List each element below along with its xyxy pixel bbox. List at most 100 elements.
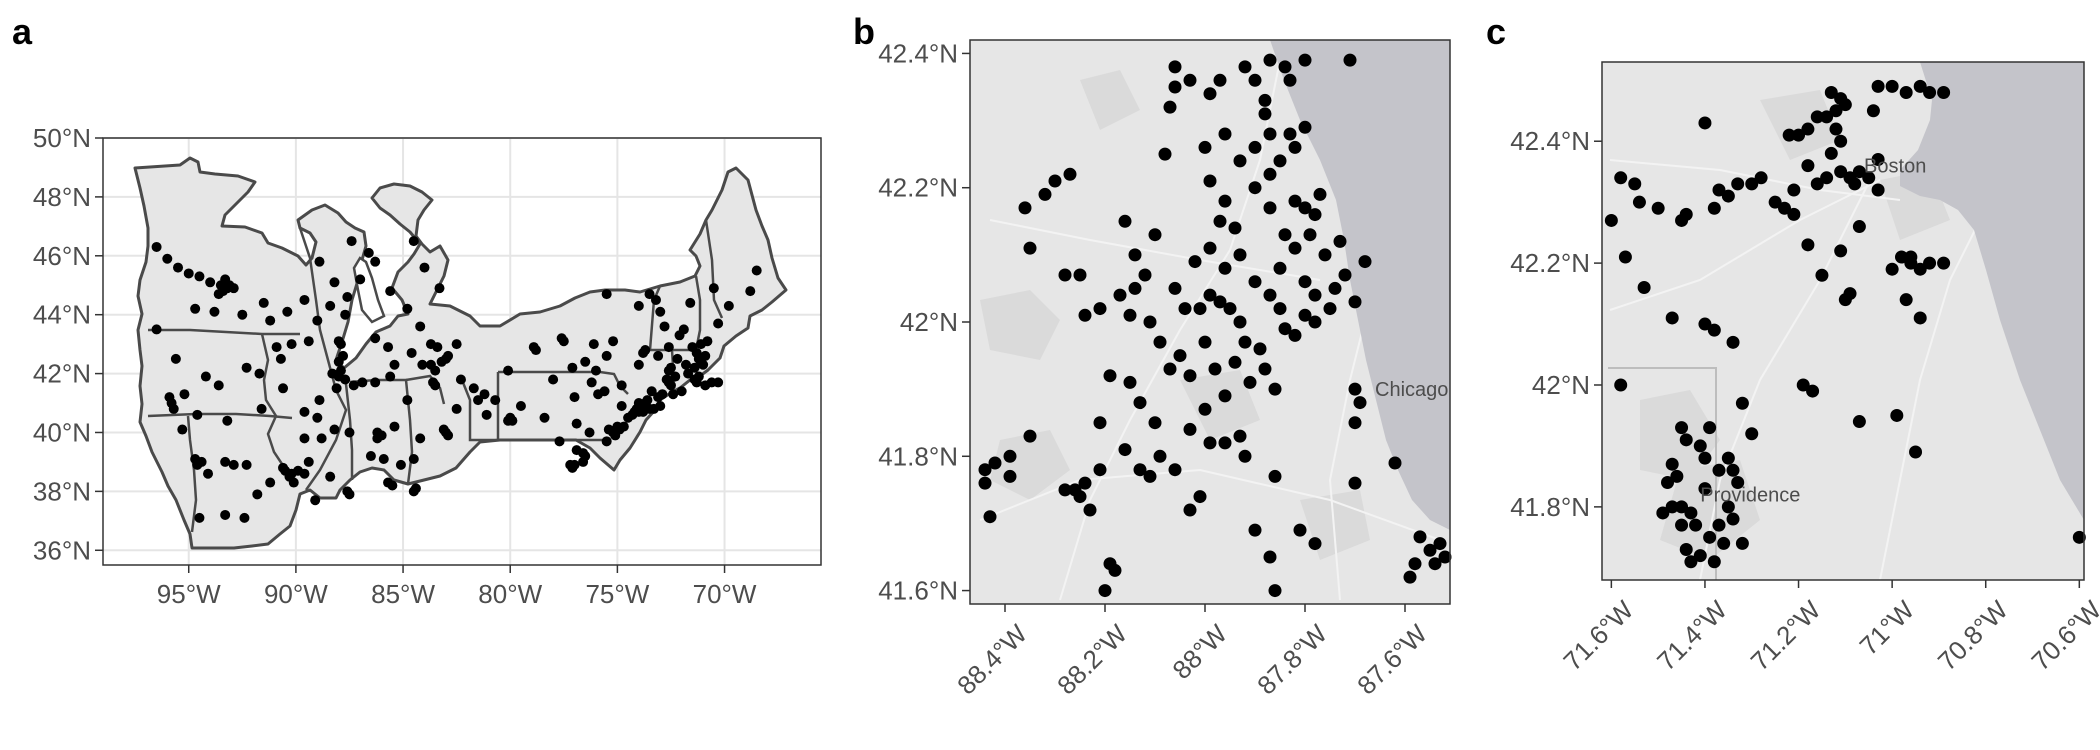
data-point bbox=[1213, 214, 1227, 228]
data-point bbox=[348, 380, 359, 391]
data-point bbox=[1258, 362, 1272, 376]
data-point bbox=[1913, 262, 1927, 276]
data-point bbox=[192, 409, 203, 420]
data-point bbox=[1388, 456, 1402, 470]
data-point bbox=[365, 451, 376, 462]
y-tick-label: 42°N bbox=[900, 307, 958, 337]
data-point bbox=[1118, 443, 1132, 457]
data-point bbox=[1168, 60, 1182, 74]
data-point bbox=[1670, 469, 1684, 483]
data-point bbox=[655, 400, 666, 411]
city-label: Boston bbox=[1864, 156, 1926, 178]
panel-c-frame bbox=[1601, 61, 2085, 581]
data-point bbox=[653, 392, 664, 403]
data-point bbox=[1834, 134, 1848, 148]
data-point bbox=[1348, 416, 1362, 430]
data-point bbox=[603, 424, 614, 435]
data-point bbox=[222, 415, 233, 426]
y-tick-label: 41.6°N bbox=[878, 576, 958, 606]
y-tick-label: 38°N bbox=[33, 476, 91, 506]
data-point bbox=[599, 386, 610, 397]
data-point bbox=[481, 409, 492, 420]
data-point bbox=[1178, 302, 1192, 316]
panel-b-map: 88.4°W 88.2°W 88°W 87.8°W 87.6°W 41.6°N 41.8°N… bbox=[878, 38, 1452, 700]
data-point bbox=[1712, 463, 1726, 477]
data-point bbox=[650, 294, 661, 305]
data-point bbox=[1238, 60, 1252, 74]
data-point bbox=[1834, 165, 1848, 179]
data-point bbox=[258, 297, 269, 308]
data-point bbox=[1778, 201, 1792, 215]
data-point bbox=[1787, 183, 1801, 197]
data-point bbox=[419, 262, 430, 273]
data-point bbox=[1168, 80, 1182, 94]
data-point bbox=[265, 477, 276, 488]
lake-michigan-water bbox=[1270, 40, 1450, 530]
data-point bbox=[1233, 154, 1247, 168]
data-point bbox=[1707, 323, 1721, 337]
panel-letter-a: a bbox=[12, 11, 33, 52]
data-point bbox=[1308, 208, 1322, 222]
data-point bbox=[237, 309, 248, 320]
data-point bbox=[1328, 281, 1342, 295]
data-point bbox=[1675, 518, 1689, 532]
y-tick-label: 42.4°N bbox=[1510, 126, 1590, 156]
data-point bbox=[316, 433, 327, 444]
y-tick-label: 36°N bbox=[33, 535, 91, 565]
data-point bbox=[1073, 268, 1087, 282]
data-point bbox=[151, 324, 162, 335]
data-point bbox=[203, 468, 214, 479]
data-point bbox=[1358, 255, 1372, 269]
data-point bbox=[194, 271, 205, 282]
panel-c-points bbox=[1604, 79, 2086, 569]
data-point bbox=[468, 383, 479, 394]
data-point bbox=[1233, 315, 1247, 329]
data-point bbox=[1263, 288, 1277, 302]
data-point bbox=[1703, 530, 1717, 544]
data-point bbox=[1899, 85, 1913, 99]
x-tick-label: 71.2°W bbox=[1745, 594, 1827, 676]
data-point bbox=[205, 277, 216, 288]
data-point bbox=[578, 456, 589, 467]
data-point bbox=[1133, 463, 1147, 477]
data-point bbox=[1348, 295, 1362, 309]
data-point bbox=[1689, 518, 1703, 532]
data-point bbox=[1058, 483, 1072, 497]
data-point bbox=[1268, 584, 1282, 598]
data-point bbox=[988, 456, 1002, 470]
data-point bbox=[1721, 500, 1735, 514]
data-point bbox=[1023, 241, 1037, 255]
data-point bbox=[1153, 335, 1167, 349]
data-point bbox=[314, 395, 325, 406]
data-point bbox=[601, 289, 612, 300]
data-point bbox=[665, 380, 676, 391]
data-point bbox=[1604, 213, 1618, 227]
data-point bbox=[200, 371, 211, 382]
data-point bbox=[1894, 250, 1908, 264]
data-point bbox=[183, 268, 194, 279]
data-point bbox=[1726, 463, 1740, 477]
data-point bbox=[653, 350, 664, 361]
data-point bbox=[271, 342, 282, 353]
data-point bbox=[1098, 584, 1112, 598]
data-point bbox=[220, 509, 231, 520]
data-point bbox=[299, 468, 310, 479]
data-point bbox=[299, 433, 310, 444]
data-point bbox=[1824, 85, 1838, 99]
data-point bbox=[241, 459, 252, 470]
data-point bbox=[299, 406, 310, 417]
data-point bbox=[213, 380, 224, 391]
data-point bbox=[1218, 127, 1232, 141]
data-point bbox=[672, 353, 683, 364]
data-point bbox=[385, 371, 396, 382]
data-point bbox=[1288, 328, 1302, 342]
data-point bbox=[1123, 375, 1137, 389]
data-point bbox=[372, 427, 383, 438]
data-point bbox=[1403, 570, 1417, 584]
data-point bbox=[1078, 308, 1092, 322]
data-point bbox=[1754, 171, 1768, 185]
data-point bbox=[370, 333, 381, 344]
data-point bbox=[1815, 268, 1829, 282]
data-point bbox=[1273, 302, 1287, 316]
data-point bbox=[1693, 549, 1707, 563]
